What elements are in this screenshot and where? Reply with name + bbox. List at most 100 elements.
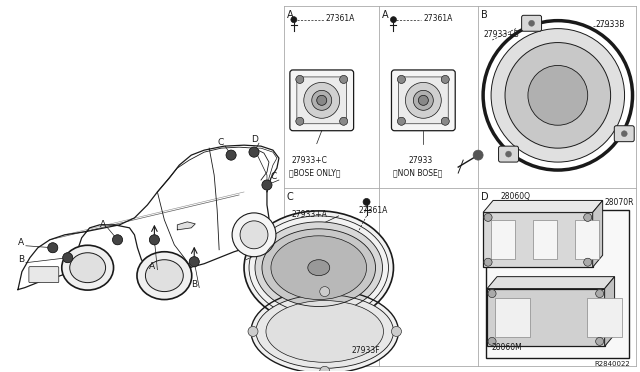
Circle shape bbox=[226, 150, 236, 160]
Circle shape bbox=[340, 117, 348, 125]
FancyBboxPatch shape bbox=[614, 126, 634, 142]
Text: 27933F: 27933F bbox=[351, 346, 380, 355]
Circle shape bbox=[248, 327, 258, 336]
Bar bbox=[575, 220, 598, 259]
Text: A: A bbox=[149, 262, 156, 271]
Text: D: D bbox=[251, 135, 258, 144]
Text: C: C bbox=[217, 138, 223, 147]
Ellipse shape bbox=[271, 236, 367, 299]
Circle shape bbox=[596, 337, 604, 345]
Circle shape bbox=[392, 327, 401, 336]
Text: C: C bbox=[287, 192, 294, 202]
Circle shape bbox=[363, 198, 370, 205]
Text: R2840022: R2840022 bbox=[595, 361, 630, 367]
Ellipse shape bbox=[137, 252, 192, 299]
Circle shape bbox=[405, 83, 441, 118]
Circle shape bbox=[491, 29, 625, 162]
Text: A: A bbox=[381, 10, 388, 20]
FancyBboxPatch shape bbox=[297, 77, 347, 124]
Text: A: A bbox=[18, 238, 24, 247]
Circle shape bbox=[529, 20, 534, 26]
Circle shape bbox=[528, 65, 588, 125]
Circle shape bbox=[340, 76, 348, 83]
FancyBboxPatch shape bbox=[487, 289, 605, 346]
Text: 28070R: 28070R bbox=[605, 198, 634, 208]
Text: B: B bbox=[18, 255, 24, 264]
Text: 27933: 27933 bbox=[408, 156, 433, 165]
Circle shape bbox=[390, 17, 396, 23]
Text: B: B bbox=[191, 280, 197, 289]
Circle shape bbox=[488, 337, 496, 345]
Circle shape bbox=[397, 117, 405, 125]
Circle shape bbox=[441, 117, 449, 125]
Circle shape bbox=[584, 258, 592, 266]
Circle shape bbox=[506, 151, 511, 157]
Polygon shape bbox=[487, 277, 614, 289]
Circle shape bbox=[584, 214, 592, 221]
Text: 28060Q: 28060Q bbox=[500, 192, 530, 201]
Circle shape bbox=[291, 17, 297, 23]
Circle shape bbox=[296, 76, 304, 83]
Ellipse shape bbox=[308, 260, 330, 276]
Text: 27933+C: 27933+C bbox=[292, 156, 328, 165]
Text: A: A bbox=[100, 220, 106, 229]
Circle shape bbox=[419, 95, 428, 105]
Circle shape bbox=[312, 90, 332, 110]
FancyBboxPatch shape bbox=[499, 146, 518, 162]
Ellipse shape bbox=[251, 289, 399, 372]
Bar bbox=[587, 298, 621, 337]
Circle shape bbox=[149, 235, 159, 245]
Circle shape bbox=[488, 289, 496, 298]
Circle shape bbox=[317, 95, 327, 105]
Bar bbox=[533, 220, 557, 259]
Circle shape bbox=[296, 117, 304, 125]
Bar bbox=[491, 220, 515, 259]
Text: 28060M: 28060M bbox=[491, 343, 522, 352]
Circle shape bbox=[189, 257, 199, 267]
FancyBboxPatch shape bbox=[483, 212, 593, 267]
Ellipse shape bbox=[262, 229, 376, 307]
Circle shape bbox=[413, 90, 433, 110]
FancyBboxPatch shape bbox=[392, 70, 455, 131]
Circle shape bbox=[262, 180, 272, 190]
Ellipse shape bbox=[61, 245, 113, 290]
Circle shape bbox=[621, 131, 627, 137]
Circle shape bbox=[320, 366, 330, 372]
Ellipse shape bbox=[244, 211, 394, 324]
Polygon shape bbox=[593, 201, 603, 267]
FancyBboxPatch shape bbox=[29, 267, 59, 283]
Circle shape bbox=[484, 214, 492, 221]
FancyBboxPatch shape bbox=[290, 70, 354, 131]
Circle shape bbox=[473, 150, 483, 160]
Text: 27361A: 27361A bbox=[326, 14, 355, 23]
Circle shape bbox=[320, 286, 330, 296]
Circle shape bbox=[304, 83, 340, 118]
Circle shape bbox=[240, 221, 268, 249]
Text: C: C bbox=[271, 172, 277, 181]
Circle shape bbox=[441, 76, 449, 83]
Bar bbox=[486, 210, 628, 358]
Circle shape bbox=[484, 258, 492, 266]
Circle shape bbox=[505, 42, 611, 148]
Ellipse shape bbox=[256, 295, 394, 368]
FancyBboxPatch shape bbox=[522, 15, 541, 31]
Ellipse shape bbox=[70, 253, 106, 283]
Text: D: D bbox=[481, 192, 489, 202]
Polygon shape bbox=[483, 201, 603, 212]
Circle shape bbox=[63, 253, 73, 263]
Ellipse shape bbox=[266, 301, 383, 362]
Text: 27361A: 27361A bbox=[358, 206, 388, 215]
Text: B: B bbox=[481, 10, 488, 20]
Polygon shape bbox=[605, 277, 614, 346]
Text: 〈BOSE ONLY〉: 〈BOSE ONLY〉 bbox=[289, 168, 340, 177]
Text: 27361A: 27361A bbox=[423, 14, 452, 23]
Circle shape bbox=[249, 147, 259, 157]
Circle shape bbox=[397, 76, 405, 83]
Circle shape bbox=[596, 289, 604, 298]
Circle shape bbox=[113, 235, 122, 245]
Text: 27933+B: 27933+B bbox=[483, 30, 519, 39]
Bar bbox=[495, 298, 530, 337]
Text: 〈NON BOSE〉: 〈NON BOSE〉 bbox=[394, 168, 443, 177]
FancyBboxPatch shape bbox=[399, 77, 448, 124]
Text: 27933B: 27933B bbox=[596, 20, 625, 29]
